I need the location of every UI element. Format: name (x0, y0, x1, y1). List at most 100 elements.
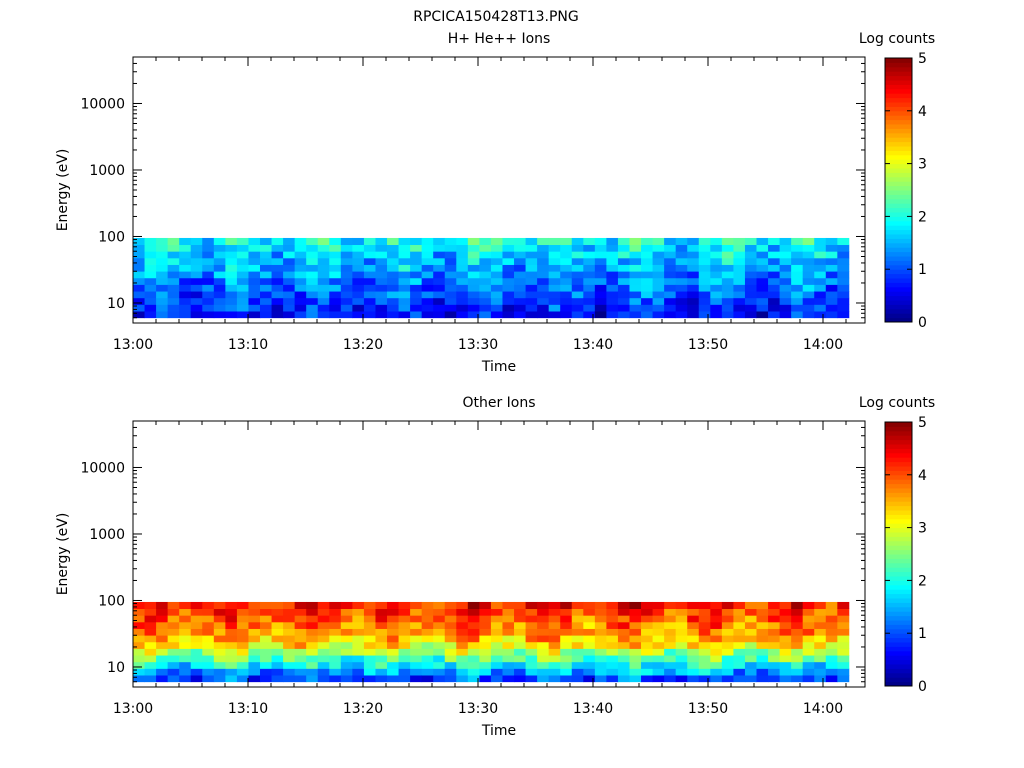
heatmap-cell (271, 264, 284, 272)
heatmap-cell (802, 237, 815, 246)
heatmap-cell (340, 601, 353, 610)
heatmap-cell (444, 641, 457, 649)
heatmap-cell (283, 668, 296, 676)
heatmap-cell (825, 244, 838, 252)
heatmap-cell (271, 635, 284, 643)
heatmap-cell (641, 271, 653, 279)
heatmap-cell (733, 244, 746, 252)
heatmap-cell (652, 237, 665, 246)
heatmap-cell (687, 291, 700, 299)
heatmap-cell (502, 655, 515, 663)
colorbar-segment (885, 518, 912, 524)
colorbar-segment (885, 448, 912, 454)
heatmap-cell (479, 668, 492, 676)
heatmap-cell (387, 628, 399, 636)
heatmap-cell (664, 257, 677, 265)
heatmap-cell (837, 237, 850, 246)
colorbar-segment (885, 571, 912, 577)
heatmap-cell (271, 251, 284, 259)
heatmap-cell (629, 297, 642, 305)
heatmap-cell (260, 628, 272, 636)
heatmap-cell (329, 635, 342, 643)
y-tick-label: 10000 (80, 460, 125, 476)
heatmap-cell (571, 648, 584, 656)
heatmap-cell (306, 628, 319, 636)
heatmap-cell (410, 668, 423, 676)
heatmap-cell (490, 641, 503, 649)
colorbar-frame (884, 421, 913, 687)
colorbar-segment (885, 115, 912, 121)
heatmap-cell (710, 635, 723, 643)
heatmap-cell (352, 304, 365, 312)
heatmap-cell (548, 641, 561, 649)
heatmap-cell (652, 621, 665, 629)
heatmap-cell (352, 628, 365, 636)
heatmap-cell (387, 655, 399, 663)
heatmap-cell (560, 668, 573, 676)
heatmap-cell (133, 244, 145, 252)
heatmap-cell (525, 311, 538, 319)
heatmap-cell (398, 251, 411, 259)
heatmap-cell (387, 237, 399, 246)
heatmap-cell (190, 675, 203, 683)
heatmap-cell (225, 264, 238, 272)
heatmap-cell (583, 237, 596, 246)
heatmap-cell (837, 271, 850, 279)
heatmap-cell (756, 628, 769, 636)
heatmap-cell (225, 668, 238, 676)
heatmap-cell (606, 601, 619, 610)
heatmap-cell (733, 284, 746, 292)
heatmap-cell (548, 621, 561, 629)
heatmap-cell (306, 271, 319, 279)
heatmap-cell (641, 251, 653, 259)
heatmap-cell (202, 608, 215, 616)
heatmap-cell (433, 237, 446, 246)
heatmap-cell (444, 635, 457, 643)
heatmap-cell (479, 675, 492, 683)
heatmap-cell (213, 271, 226, 279)
colorbar-segment (885, 589, 912, 595)
heatmap-cell (156, 655, 169, 663)
heatmap-cell (144, 648, 157, 656)
heatmap-cell (594, 628, 607, 636)
heatmap-cell (583, 244, 596, 252)
heatmap-cell (479, 621, 492, 629)
heatmap-cell (698, 251, 711, 259)
heatmap-cell (156, 257, 169, 265)
heatmap-cell (190, 304, 203, 312)
colorbar-segment (885, 479, 912, 485)
heatmap-cell (144, 237, 157, 246)
heatmap-cell (375, 244, 388, 252)
heatmap-cell (652, 668, 665, 676)
heatmap-cell (525, 291, 538, 299)
heatmap-cell (283, 304, 296, 312)
heatmap-cell (283, 277, 296, 285)
heatmap-cell (467, 628, 480, 636)
heatmap-cell (594, 284, 607, 292)
heatmap-cell (179, 608, 192, 616)
heatmap-cell (294, 655, 307, 663)
heatmap-cell (779, 251, 792, 259)
heatmap-cell (179, 271, 192, 279)
heatmap-cell (537, 251, 550, 259)
heatmap-cell (410, 284, 423, 292)
heatmap-cell (502, 601, 515, 610)
heatmap-cell (525, 608, 538, 616)
colorbar-frame (884, 57, 913, 323)
heatmap-cell (698, 257, 711, 265)
heatmap-cell (398, 291, 411, 299)
heatmap-cell (502, 668, 515, 676)
heatmap-cell (271, 271, 284, 279)
heatmap-cell (479, 251, 492, 259)
heatmap-cell (294, 601, 307, 610)
heatmap-cell (340, 635, 353, 643)
heatmap-cell (744, 244, 757, 252)
colorbar-segment (885, 470, 912, 476)
heatmap-cell (514, 271, 526, 279)
heatmap-cell (444, 608, 457, 616)
heatmap-cell (144, 628, 157, 636)
heatmap-cell (144, 304, 157, 312)
heatmap-cell (675, 668, 688, 676)
heatmap-cell (641, 621, 653, 629)
heatmap-cell (375, 304, 388, 312)
